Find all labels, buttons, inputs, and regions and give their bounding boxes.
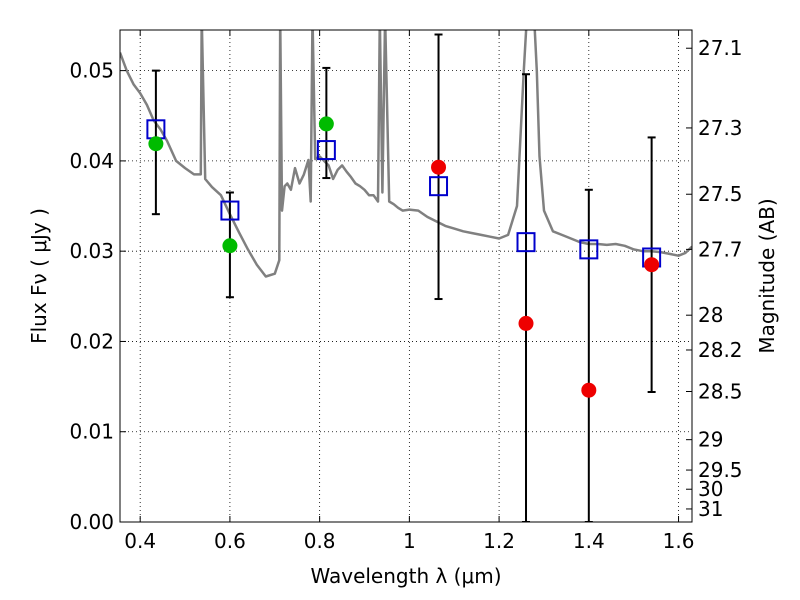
model-box: [220, 200, 240, 221]
red-data-point: [431, 159, 447, 175]
x-tick-label: 1.4: [573, 529, 605, 553]
model-box: [429, 176, 449, 197]
grid-lines: [120, 30, 692, 522]
y2-tick-label: 27.3: [698, 116, 743, 140]
y2-tick-label: 28.2: [698, 338, 743, 362]
y2-tick-label: 29.5: [698, 458, 743, 482]
y2-tick-label: 28: [698, 303, 723, 327]
red-data-point: [581, 382, 597, 398]
x-tick-label: 0.8: [304, 529, 336, 553]
y-tick-label: 0.05: [69, 59, 114, 83]
plot-frame: [119, 29, 693, 523]
y-tick-label: 0.01: [69, 420, 114, 444]
y2-tick-label: 27.1: [698, 36, 743, 60]
y-axis-label: Flux Fν ( μJy ): [27, 208, 51, 344]
axis-ticks: 0.4 0.6 0.8 1 1.2 1.4 1.6 0.00 0.01 0.02 0.03 0.04 0…: [69, 30, 743, 553]
model-box: [579, 239, 599, 260]
y-tick-label: 0.02: [69, 329, 114, 353]
green-data-point: [148, 136, 164, 152]
x-tick-label: 1.2: [483, 529, 515, 553]
y2-tick-label: 28.5: [698, 380, 743, 404]
y2-tick-label: 31: [698, 497, 723, 521]
red-data-point: [644, 257, 660, 273]
y2-tick-label: 27.5: [698, 182, 743, 206]
x-tick-label: 0.6: [214, 529, 246, 553]
model-box: [316, 140, 336, 161]
y2-axis-label: Magnitude (AB): [755, 198, 779, 353]
x-tick-label: 0.4: [124, 529, 156, 553]
green-data-point: [318, 116, 334, 132]
y-tick-label: 0.04: [69, 149, 114, 173]
x-tick-label: 1: [403, 529, 416, 553]
y2-tick-label: 27.7: [698, 237, 743, 261]
red-data-point: [518, 315, 534, 331]
x-tick-label: 1.6: [663, 529, 695, 553]
y-tick-label: 0.03: [69, 239, 114, 263]
template-spectrum-line: [120, 30, 692, 278]
x-axis-label: Wavelength λ (μm): [310, 564, 501, 588]
model-box: [516, 232, 536, 253]
green-data-point: [222, 238, 238, 254]
y2-tick-label: 29: [698, 428, 723, 452]
plot-area: [120, 30, 692, 522]
y-tick-label: 0.00: [69, 510, 114, 534]
y2-tick-label: 30: [698, 477, 723, 501]
